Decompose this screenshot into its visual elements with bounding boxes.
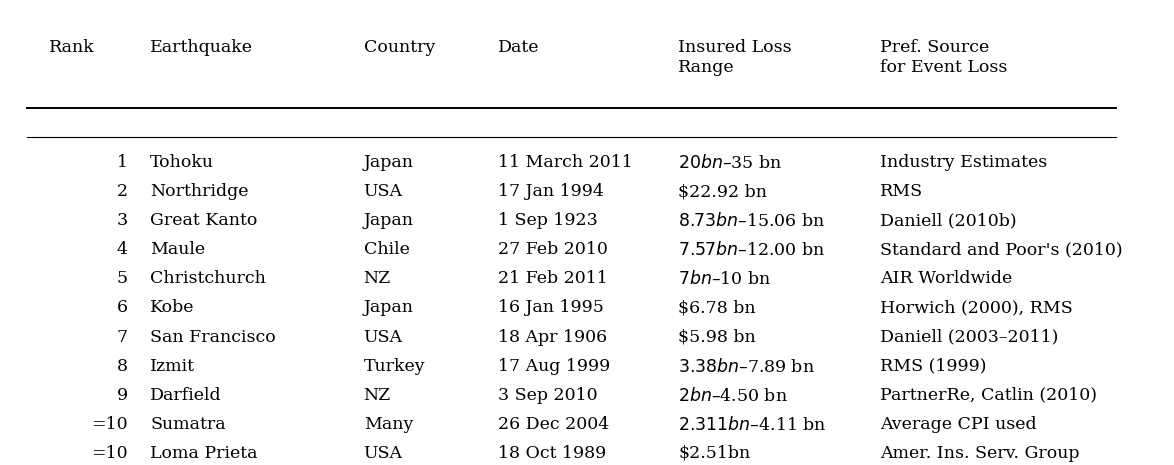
Text: 16 Jan 1995: 16 Jan 1995 [499, 299, 605, 317]
Text: Standard and Poor's (2010): Standard and Poor's (2010) [880, 241, 1122, 258]
Text: Country: Country [364, 39, 436, 56]
Text: Average CPI used: Average CPI used [880, 416, 1037, 433]
Text: NZ: NZ [364, 270, 391, 287]
Text: RMS (1999): RMS (1999) [880, 358, 987, 375]
Text: $20 bn–$35 bn: $20 bn–$35 bn [679, 154, 782, 172]
Text: 26 Dec 2004: 26 Dec 2004 [499, 416, 609, 433]
Text: PartnerRe, Catlin (2010): PartnerRe, Catlin (2010) [880, 387, 1098, 404]
Text: $6.78 bn: $6.78 bn [679, 299, 756, 317]
Text: =10: =10 [92, 445, 128, 462]
Text: Northridge: Northridge [150, 183, 249, 200]
Text: 11 March 2011: 11 March 2011 [499, 154, 633, 171]
Text: AIR Worldwide: AIR Worldwide [880, 270, 1012, 287]
Text: Darfield: Darfield [150, 387, 222, 404]
Text: Turkey: Turkey [364, 358, 425, 375]
Text: Japan: Japan [364, 212, 413, 229]
Text: Industry Estimates: Industry Estimates [880, 154, 1047, 171]
Text: 2: 2 [116, 183, 128, 200]
Text: =10: =10 [92, 416, 128, 433]
Text: 18 Apr 1906: 18 Apr 1906 [499, 329, 607, 345]
Text: Izmit: Izmit [150, 358, 195, 375]
Text: 3: 3 [116, 212, 128, 229]
Text: 6: 6 [116, 299, 128, 317]
Text: 1: 1 [116, 154, 128, 171]
Text: Maule: Maule [150, 241, 205, 258]
Text: Date: Date [499, 39, 540, 56]
Text: Sumatra: Sumatra [150, 416, 225, 433]
Text: 18 Oct 1989: 18 Oct 1989 [499, 445, 607, 462]
Text: 27 Feb 2010: 27 Feb 2010 [499, 241, 608, 258]
Text: NZ: NZ [364, 387, 391, 404]
Text: 4: 4 [116, 241, 128, 258]
Text: Christchurch: Christchurch [150, 270, 266, 287]
Text: $2.51bn: $2.51bn [679, 445, 750, 462]
Text: Insured Loss
Range: Insured Loss Range [679, 39, 791, 75]
Text: 7: 7 [116, 329, 128, 345]
Text: Daniell (2010b): Daniell (2010b) [880, 212, 1017, 229]
Text: 8: 8 [116, 358, 128, 375]
Text: Many: Many [364, 416, 413, 433]
Text: Chile: Chile [364, 241, 410, 258]
Text: Rank: Rank [49, 39, 95, 56]
Text: 17 Aug 1999: 17 Aug 1999 [499, 358, 610, 375]
Text: Japan: Japan [364, 299, 413, 317]
Text: 1 Sep 1923: 1 Sep 1923 [499, 212, 598, 229]
Text: Loma Prieta: Loma Prieta [150, 445, 257, 462]
Text: RMS: RMS [880, 183, 924, 200]
Text: Great Kanto: Great Kanto [150, 212, 257, 229]
Text: 3 Sep 2010: 3 Sep 2010 [499, 387, 598, 404]
Text: $3.38 bn–$7.89 bn: $3.38 bn–$7.89 bn [679, 358, 815, 376]
Text: $7 bn–$10 bn: $7 bn–$10 bn [679, 270, 771, 288]
Text: Horwich (2000), RMS: Horwich (2000), RMS [880, 299, 1073, 317]
Text: Earthquake: Earthquake [150, 39, 254, 56]
Text: $7.57 bn–$12.00 bn: $7.57 bn–$12.00 bn [679, 241, 825, 259]
Text: $2 bn–$4.50 bn: $2 bn–$4.50 bn [679, 387, 788, 405]
Text: $8.73 bn–$15.06 bn: $8.73 bn–$15.06 bn [679, 212, 825, 230]
Text: San Francisco: San Francisco [150, 329, 276, 345]
Text: Japan: Japan [364, 154, 413, 171]
Text: 9: 9 [116, 387, 128, 404]
Text: Kobe: Kobe [150, 299, 195, 317]
Text: USA: USA [364, 183, 403, 200]
Text: Daniell (2003–2011): Daniell (2003–2011) [880, 329, 1059, 345]
Text: 5: 5 [116, 270, 128, 287]
Text: Amer. Ins. Serv. Group: Amer. Ins. Serv. Group [880, 445, 1080, 462]
Text: $5.98 bn: $5.98 bn [679, 329, 756, 345]
Text: 17 Jan 1994: 17 Jan 1994 [499, 183, 605, 200]
Text: $2.311 bn–$4.11 bn: $2.311 bn–$4.11 bn [679, 416, 826, 434]
Text: $22.92 bn: $22.92 bn [679, 183, 767, 200]
Text: 21 Feb 2011: 21 Feb 2011 [499, 270, 608, 287]
Text: Pref. Source
for Event Loss: Pref. Source for Event Loss [880, 39, 1007, 75]
Text: USA: USA [364, 445, 403, 462]
Text: USA: USA [364, 329, 403, 345]
Text: Tohoku: Tohoku [150, 154, 214, 171]
